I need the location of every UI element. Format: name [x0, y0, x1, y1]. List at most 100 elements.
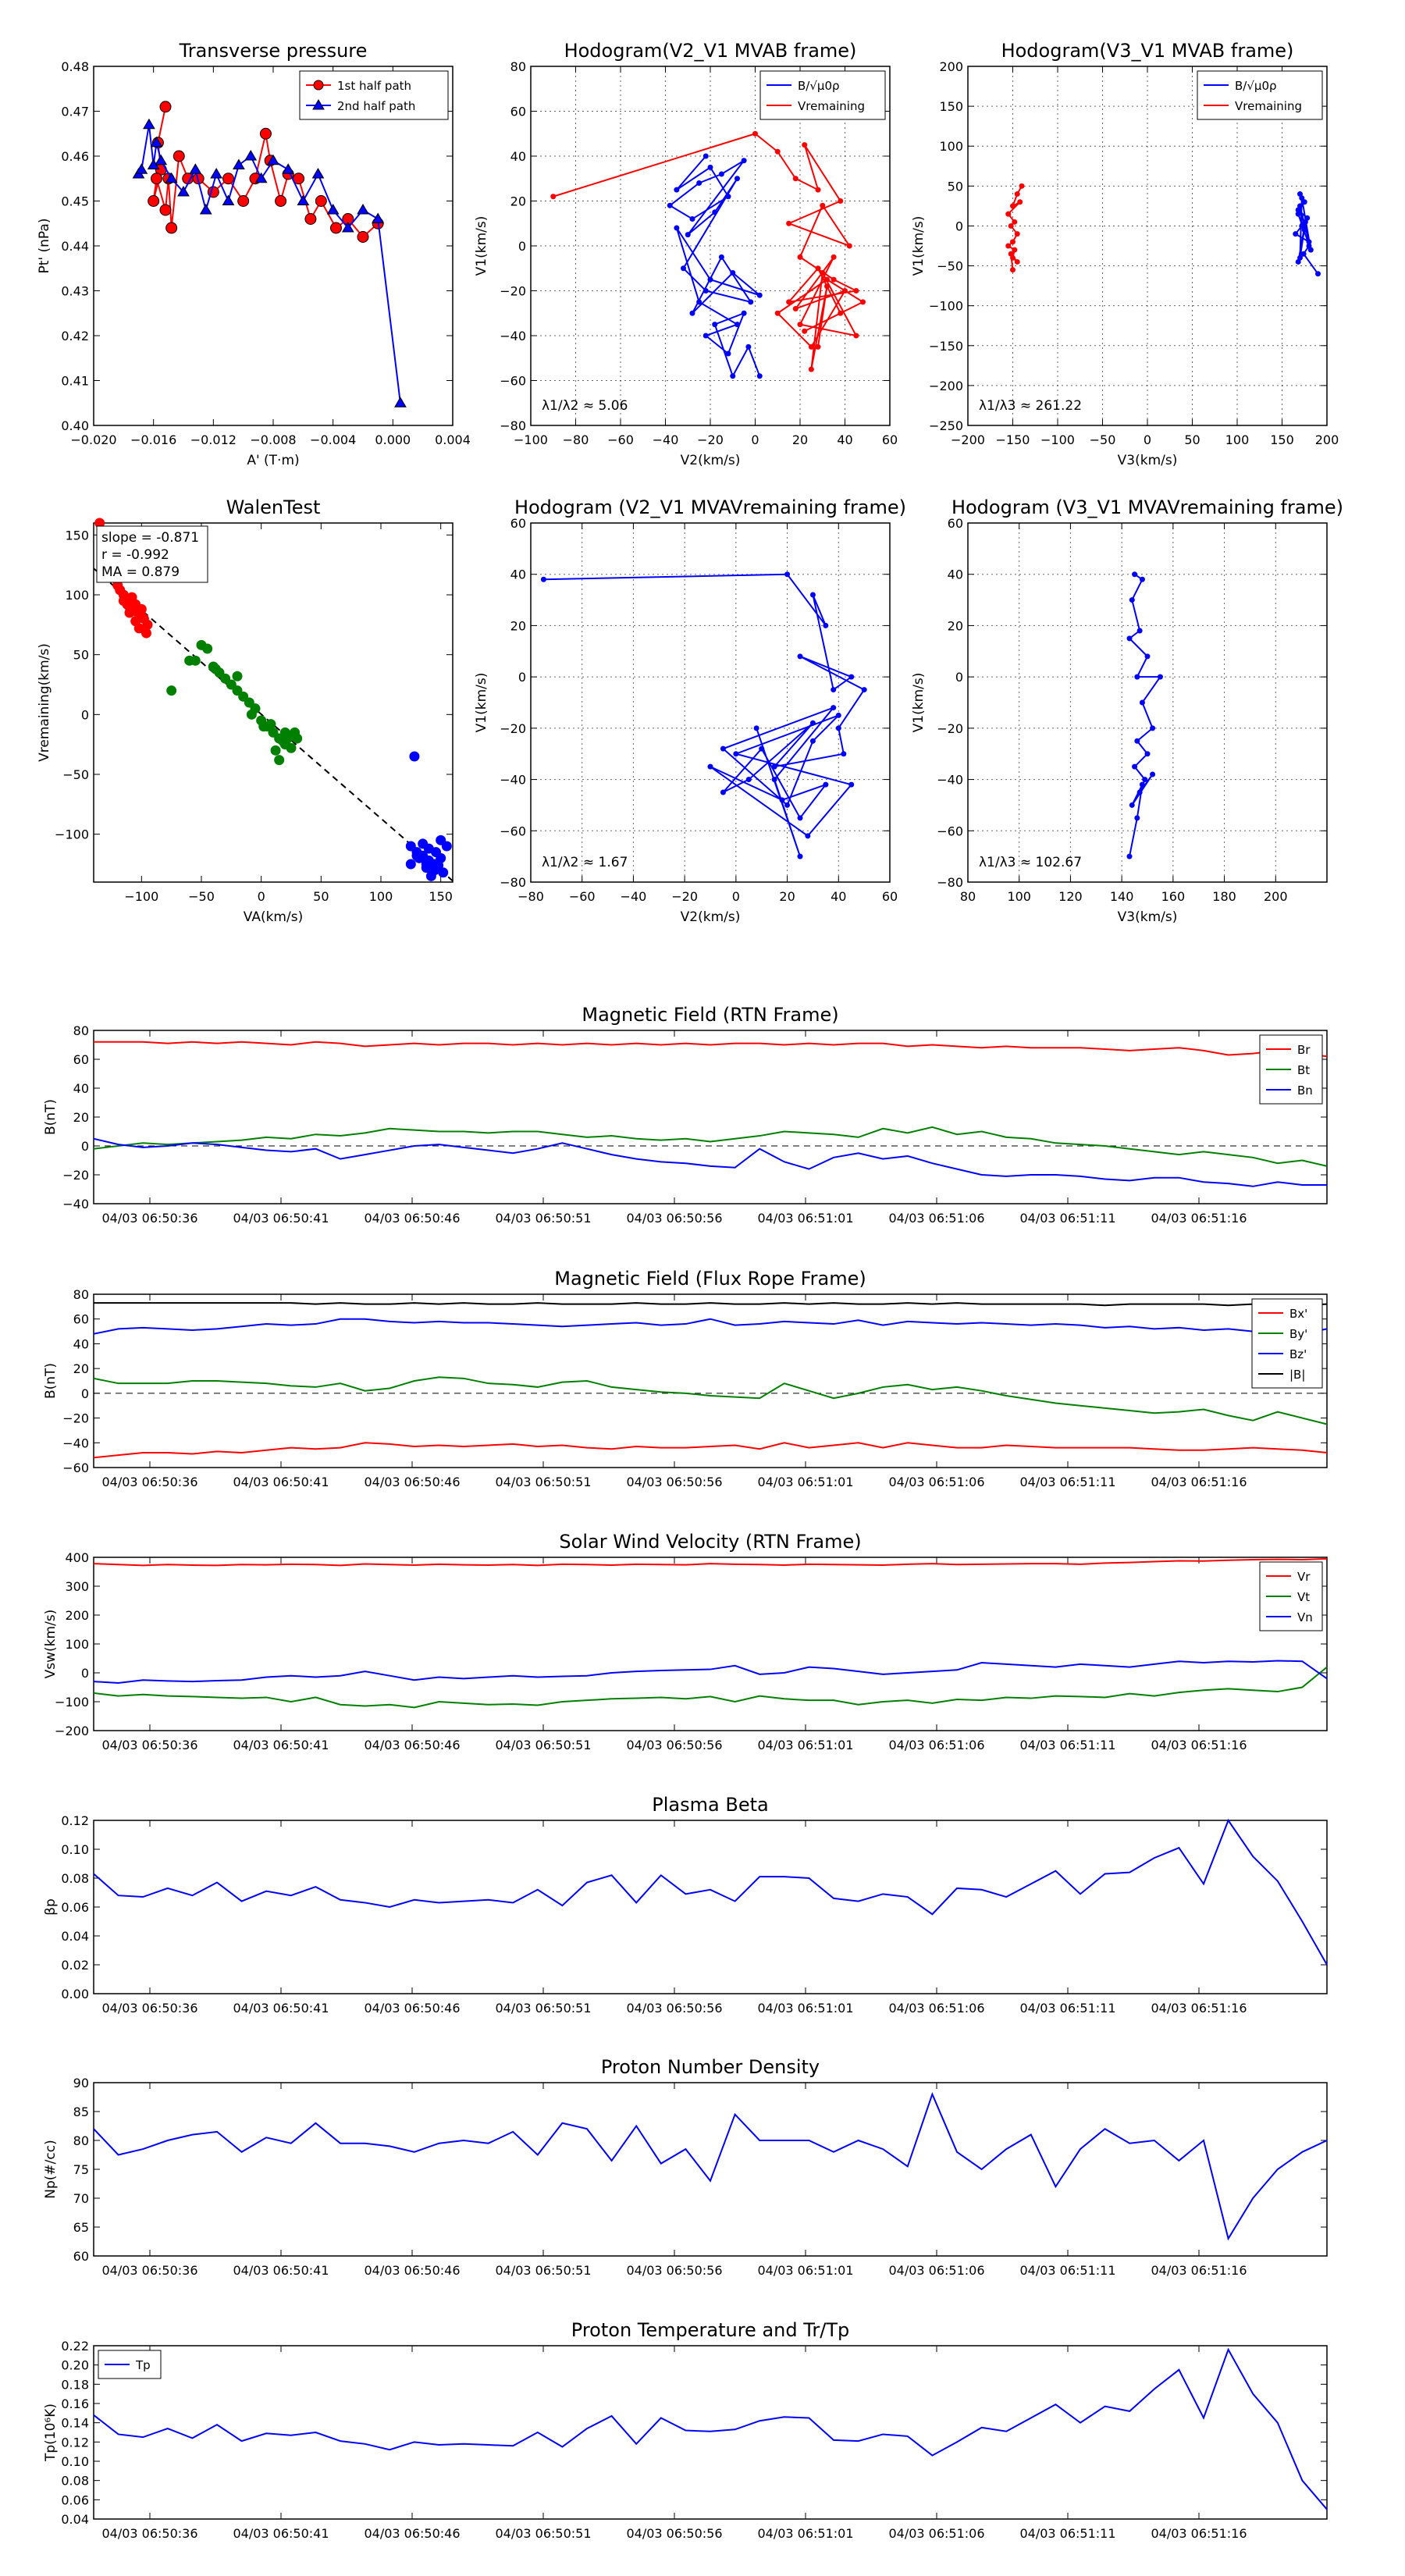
walen-ytick-label: 0	[81, 707, 89, 722]
h2-point	[1014, 191, 1020, 197]
b_rtn-ytick-label: 0	[81, 1139, 89, 1154]
pt-xtick-label: −0.012	[190, 432, 237, 447]
h3-xtick-label: −60	[569, 889, 596, 904]
b_fr-chart: −60 −40 −20 0 20 40 60 80 Magnetic Field (Flux R…	[43, 1268, 1328, 1489]
pt-point	[233, 158, 245, 169]
h1-point	[707, 276, 713, 283]
b_fr-time-label: 04/03 06:51:11	[1019, 1475, 1115, 1489]
h4-axes-frame	[967, 522, 1328, 883]
h3-annotation: λ1/λ2 ≈ 1.67	[542, 855, 628, 870]
h4-xtick-label: 200	[1264, 889, 1288, 904]
pt-title: Transverse pressure	[179, 40, 368, 62]
h3-point	[771, 763, 777, 770]
b_fr-time-label: 04/03 06:50:51	[495, 1475, 591, 1489]
h3-plot-area	[540, 571, 867, 859]
tp-ytick-label: 0.16	[61, 2396, 89, 2411]
h3-xtick-label: 60	[882, 889, 898, 904]
pt-legend-marker-1	[312, 99, 325, 110]
walen-axes-frame	[93, 522, 454, 883]
h4-plot-area	[1126, 571, 1163, 859]
h3-point	[831, 687, 837, 693]
h4-ytick-label: 40	[948, 568, 963, 582]
h4-point	[1129, 597, 1135, 603]
h4-xtick-label: 80	[960, 889, 976, 904]
h4-annotation: λ1/λ3 ≈ 102.67	[979, 855, 1082, 870]
beta-ytick-label: 0.12	[61, 1813, 89, 1828]
vsw-time-label: 04/03 06:50:36	[101, 1738, 197, 1752]
pt-point	[254, 172, 268, 183]
pt-point	[173, 150, 185, 162]
walen-point	[238, 691, 249, 702]
b_rtn-chart: −40 −20 0 20 40 60 80 Magnetic Field (RTN Frame…	[43, 1004, 1328, 1226]
h4-ytick-label: −40	[937, 773, 963, 788]
b_fr-time-label: 04/03 06:50:41	[233, 1475, 329, 1489]
h2-point	[1306, 243, 1312, 249]
h3-point	[823, 781, 829, 788]
np-title: Proton Number Density	[601, 2056, 820, 2078]
beta-ytick-label: 0.00	[61, 1987, 89, 2001]
b_rtn-ytick-label: 40	[73, 1081, 89, 1096]
h4-point	[1134, 815, 1140, 821]
h2-ytick-label: −200	[929, 379, 963, 393]
h4-series-line-0	[1128, 573, 1162, 857]
pt-xtick-label: −0.004	[310, 432, 356, 447]
h1-point	[696, 299, 702, 305]
pt-ytick-label: 0.43	[61, 284, 89, 299]
tp-ytick-label: 0.04	[61, 2512, 89, 2527]
h4-point	[1132, 763, 1138, 770]
walen-point	[226, 679, 237, 690]
tp-title: Proton Temperature and Tr/Tp	[571, 2319, 849, 2341]
h1-legend-box	[759, 70, 886, 120]
h1-title: Hodogram(V2_V1 MVAB frame)	[564, 40, 857, 62]
h1-point	[735, 176, 740, 182]
tp-series-Tp	[93, 2347, 1328, 2510]
pt-ytick-label: 0.48	[61, 59, 89, 74]
pt-point	[275, 195, 287, 207]
walen-point	[244, 697, 254, 708]
h3-series-line-0	[543, 573, 866, 857]
h1-point	[681, 265, 686, 272]
walen-stats-line: slope = -0.871	[101, 530, 199, 546]
h1-point	[707, 164, 713, 170]
walen-point	[292, 733, 303, 744]
tp-ytick-label: 0.18	[61, 2377, 89, 2392]
h3-point	[848, 674, 855, 680]
pt-point	[372, 212, 385, 223]
vsw-time-label: 04/03 06:51:06	[888, 1738, 984, 1752]
h1-series-line-1	[553, 133, 865, 370]
vsw-title: Solar Wind Velocity (RTN Frame)	[559, 1531, 861, 1553]
tp-ytick-label: 0.06	[61, 2492, 89, 2507]
np-ytick-label: 85	[73, 2105, 89, 2119]
h2-legend-box	[1197, 70, 1323, 120]
h1-point	[702, 153, 709, 159]
h1-point	[735, 322, 740, 328]
h2-title: Hodogram(V3_V1 MVAB frame)	[1001, 40, 1294, 62]
pt-legend-marker-0	[313, 80, 324, 91]
walen-point	[246, 709, 257, 720]
b_fr-ytick-label: 80	[73, 1287, 89, 1302]
walen-point	[190, 655, 201, 666]
np-time-label: 04/03 06:51:06	[888, 2263, 984, 2278]
vsw-time-label: 04/03 06:51:01	[757, 1738, 853, 1752]
h1-point	[685, 232, 691, 238]
h1-point	[689, 310, 695, 316]
b_fr-series-Bz'	[93, 1318, 1328, 1337]
pt-point	[177, 186, 190, 197]
pt-xtick-label: 0.000	[375, 432, 411, 447]
b_rtn-legend-label: Br	[1297, 1043, 1311, 1057]
h1-point	[838, 198, 844, 204]
pt-point	[155, 154, 168, 165]
pt-ytick-label: 0.41	[61, 374, 89, 389]
h1-xtick-label: −60	[607, 432, 634, 447]
b_fr-time-label: 04/03 06:50:36	[101, 1475, 197, 1489]
b_rtn-time-label: 04/03 06:51:16	[1151, 1211, 1247, 1226]
h4-point	[1150, 725, 1156, 731]
h3-point	[759, 745, 765, 752]
tp-time-label: 04/03 06:50:56	[626, 2526, 722, 2541]
vsw-ytick-label: 400	[65, 1550, 89, 1565]
h1-point	[802, 328, 808, 334]
pt-point	[311, 168, 325, 179]
h1-point	[838, 310, 844, 316]
pt-xtick-label: 0.004	[435, 432, 471, 447]
vsw-ytick-label: 200	[65, 1608, 89, 1623]
